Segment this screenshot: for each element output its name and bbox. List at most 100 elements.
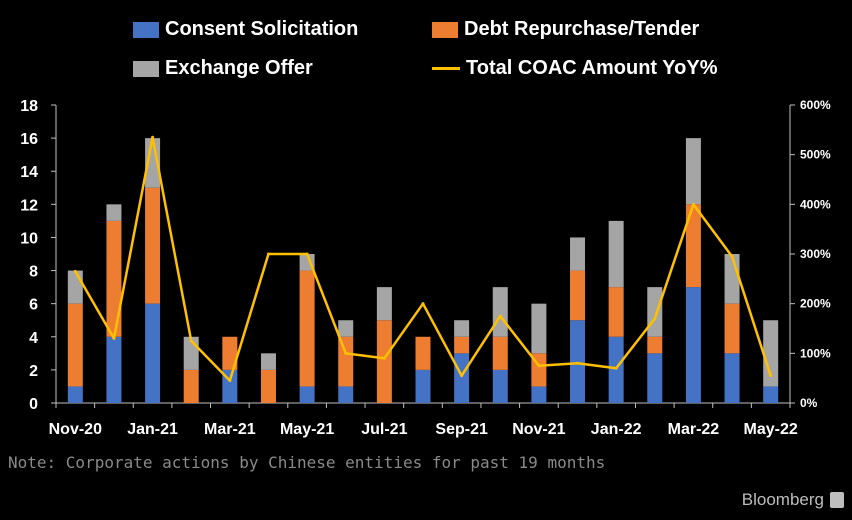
y-right-tick-label: 0%	[800, 396, 818, 410]
yoy-point	[112, 336, 116, 340]
legend-label-yoy: Total COAC Amount YoY%	[466, 57, 718, 79]
bar-consent	[724, 353, 740, 403]
bar-debt	[260, 369, 276, 403]
x-tick-label: Jan-22	[591, 421, 642, 438]
legend: Consent Solicitation Debt Repurchase/Ten…	[0, 0, 852, 90]
yoy-point	[498, 314, 502, 318]
y-right-tick-label: 100%	[800, 346, 831, 360]
bar-debt	[106, 220, 122, 337]
bar-debt	[338, 336, 354, 387]
bar-consent	[647, 353, 663, 403]
bar-debt	[376, 320, 392, 403]
bar-exchange	[763, 320, 779, 387]
bar-exchange	[260, 353, 276, 370]
yoy-point	[769, 374, 773, 378]
x-tick-label: Sep-21	[435, 421, 488, 438]
bloomberg-logo-icon	[830, 492, 844, 508]
y-left-tick-label: 16	[20, 131, 38, 148]
legend-item-yoy: Total COAC Amount YoY%	[432, 57, 717, 80]
bar-debt	[570, 270, 586, 321]
yoy-point	[189, 339, 193, 343]
yoy-point	[382, 356, 386, 360]
y-right-tick-label: 600%	[800, 98, 831, 112]
legend-item-exchange: Exchange Offer	[133, 57, 313, 80]
bar-debt	[608, 287, 624, 337]
bar-exchange	[67, 270, 83, 304]
legend-swatch-yoy	[432, 67, 460, 70]
y-left-tick-label: 2	[29, 363, 38, 380]
legend-swatch-debt	[432, 21, 458, 38]
bar-consent	[608, 336, 624, 403]
bar-consent	[763, 386, 779, 403]
bar-debt	[724, 303, 740, 354]
x-tick-label: Jan-21	[127, 421, 178, 438]
y-left-tick-label: 18	[20, 98, 38, 115]
yoy-point	[537, 364, 541, 368]
bar-exchange	[685, 138, 701, 205]
x-tick-label: Mar-21	[204, 421, 256, 438]
bar-consent	[454, 353, 470, 403]
x-tick-label: Nov-20	[49, 421, 102, 438]
yoy-point	[73, 269, 77, 273]
yoy-point	[305, 252, 309, 256]
bar-debt	[685, 204, 701, 288]
y-right-tick-label: 200%	[800, 297, 831, 311]
bar-exchange	[608, 220, 624, 288]
legend-item-consent: Consent Solicitation	[133, 18, 358, 41]
bar-debt	[222, 336, 238, 370]
bar-consent	[531, 386, 547, 403]
brand: Bloomberg	[742, 490, 844, 510]
bar-exchange	[570, 237, 586, 271]
bar-debt	[454, 336, 470, 354]
bar-exchange	[376, 287, 392, 321]
bar-consent	[570, 320, 586, 403]
yoy-point	[421, 302, 425, 306]
x-tick-label: Mar-22	[668, 421, 720, 438]
bar-debt	[67, 303, 83, 387]
yoy-point	[228, 379, 232, 383]
bar-consent	[67, 386, 83, 403]
bar-exchange	[724, 254, 740, 304]
bar-exchange	[338, 320, 354, 337]
x-tick-label: Nov-21	[512, 421, 565, 438]
yoy-point	[266, 252, 270, 256]
legend-label-debt: Debt Repurchase/Tender	[464, 18, 700, 40]
bar-debt	[183, 369, 199, 403]
chart-note: Note: Corporate actions by Chinese entit…	[8, 453, 606, 472]
y-left-tick-label: 0	[29, 396, 38, 413]
legend-swatch-exchange	[133, 60, 159, 77]
y-right-tick-label: 400%	[800, 197, 831, 211]
brand-logo-text: Bloomberg	[741, 490, 824, 509]
x-tick-label: Jul-21	[361, 421, 407, 438]
yoy-point	[653, 317, 657, 321]
y-left-tick-label: 12	[20, 197, 38, 214]
bar-exchange	[492, 287, 508, 337]
bar-exchange	[106, 204, 122, 221]
yoy-point	[344, 351, 348, 355]
y-left-tick-label: 6	[29, 297, 38, 314]
bar-consent	[106, 336, 122, 403]
bar-debt	[415, 336, 431, 370]
bar-consent	[299, 386, 315, 403]
yoy-point	[614, 366, 618, 370]
legend-label-consent: Consent Solicitation	[165, 18, 359, 40]
bar-consent	[415, 369, 431, 403]
x-tick-label: May-22	[744, 421, 798, 438]
legend-item-debt: Debt Repurchase/Tender	[432, 18, 699, 41]
y-right-tick-label: 500%	[800, 148, 831, 162]
bar-consent	[338, 386, 354, 403]
bar-consent	[492, 369, 508, 403]
yoy-point	[691, 202, 695, 206]
y-left-tick-label: 10	[20, 230, 38, 247]
bar-debt	[492, 336, 508, 370]
bar-exchange	[454, 320, 470, 337]
y-left-tick-label: 8	[29, 264, 38, 281]
legend-swatch-consent	[133, 21, 159, 38]
x-tick-label: May-21	[280, 421, 334, 438]
yoy-point	[730, 254, 734, 258]
bar-consent	[685, 287, 701, 403]
bar-debt	[145, 187, 161, 304]
y-left-tick-label: 14	[20, 164, 38, 181]
yoy-point	[460, 374, 464, 378]
